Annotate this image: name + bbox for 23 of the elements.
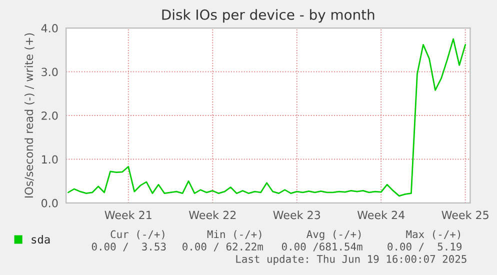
y-tick-label: 0.0 xyxy=(42,198,58,208)
y-tick-label: 4.0 xyxy=(41,24,58,32)
x-tick-label: Week 21 xyxy=(104,210,152,220)
x-tick-label: Week 22 xyxy=(188,210,236,220)
text: Avg (-/+) xyxy=(306,230,361,240)
y-tick-label: 3.0 xyxy=(42,68,58,76)
chart-title: Disk IOs per device - by month xyxy=(162,9,374,23)
text: 0.00 / 3.53 xyxy=(92,242,166,252)
x-tick-label: Week 24 xyxy=(357,210,405,220)
text: 0.00 / 62.22m xyxy=(182,242,263,252)
x-tick-label: Week 25 xyxy=(442,210,488,220)
text: Max (-/+) xyxy=(406,230,460,240)
text: Min (-/+) xyxy=(207,230,262,240)
line-series xyxy=(68,38,466,197)
y-axis-title: IOs/second read (-) / write (+) xyxy=(24,33,34,198)
y-tick-label: 2.0 xyxy=(42,111,58,120)
text: 0.00 / 5.19 xyxy=(388,242,462,252)
text: 0.00 /681.54m xyxy=(282,242,362,252)
x-tick-label: Week 23 xyxy=(273,210,320,220)
text: Cur (-/+) xyxy=(110,230,164,240)
y-tick-label: 1.0 xyxy=(42,155,58,164)
legend-label: sda xyxy=(32,234,50,244)
text: Last update: Thu Jun 19 16:00:07 2025 xyxy=(236,254,466,265)
